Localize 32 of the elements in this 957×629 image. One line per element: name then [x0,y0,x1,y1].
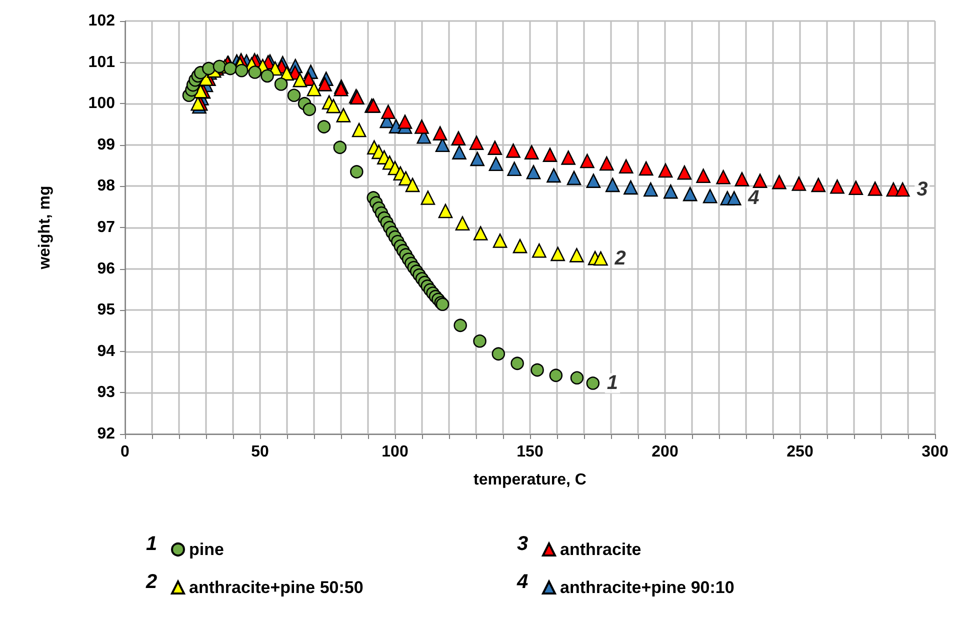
annotation: 2 [614,247,626,270]
y-tick-label: 98 [97,178,116,195]
y-tick-label: 102 [88,12,116,30]
annotation: 4 [747,187,760,210]
x-tick-label: 100 [382,444,408,460]
x-tick-label: 150 [516,444,544,460]
y-tick-label: 99 [97,136,116,154]
annotation: 1 [606,372,618,394]
y-tick-label: 95 [97,302,116,319]
annotation: 3 [916,178,928,201]
legend-label: anthracite+pine 90:10 [560,578,734,597]
y-tick-label: 101 [88,54,116,71]
x-tick-label: 200 [652,444,678,460]
text: 2 [146,571,158,593]
y-tick-label: 96 [97,260,116,278]
text: 4 [517,571,528,593]
y-tick-label: 100 [88,95,116,112]
y-tick-label: 93 [97,384,116,402]
y-tick-label: 94 [97,342,116,360]
legend-label: pine [189,540,224,559]
y-tick-label: 97 [97,219,116,236]
x-tick-label: 250 [786,444,814,460]
legend-label: anthracite [560,540,642,559]
x-tick-label: 300 [922,444,948,460]
y-tick-label: 92 [97,426,116,442]
text: 1 [146,533,158,555]
x-tick-label: 0 [120,444,130,460]
x-tick-label: 50 [251,444,269,460]
text: 3 [517,533,528,555]
x-axis-title: temperature, C [474,472,587,488]
legend-label: anthracite+pine 50:50 [189,578,364,597]
y-axis-title: weight, mg [36,186,54,270]
